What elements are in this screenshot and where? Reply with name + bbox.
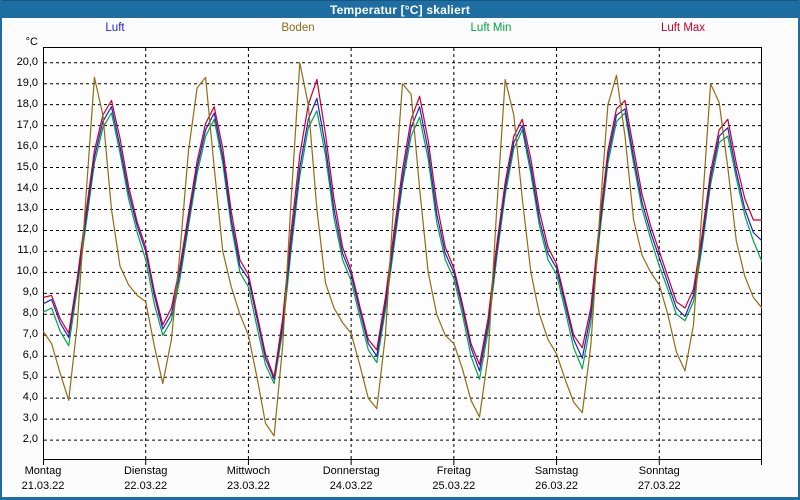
x-day-label: Samstag 26.03.22: [534, 465, 579, 492]
y-tick-label: 4,0: [22, 391, 38, 404]
plot-area: [43, 47, 762, 460]
y-tick-label: 7,0: [22, 328, 38, 341]
y-tick-label: 19,0: [16, 76, 38, 89]
legend-item-boden: Boden: [281, 22, 315, 34]
legend-item-luft: Luft: [105, 22, 125, 34]
series-line-luft: [43, 97, 762, 380]
series-line-luft-max: [43, 78, 762, 378]
x-day-label: Freitag 25.03.22: [432, 465, 476, 492]
series-line-boden: [43, 62, 762, 437]
y-tick-label: 3,0: [22, 412, 38, 425]
x-day-label: Donnerstag 24.03.22: [322, 465, 380, 492]
window-titlebar[interactable]: Temperatur [°C] skaliert: [2, 0, 798, 18]
window-title: Temperatur [°C] skaliert: [329, 2, 471, 17]
y-tick-label: 18,0: [16, 97, 38, 110]
x-day-label: Dienstag 22.03.22: [123, 465, 168, 492]
y-tick-label: 13,0: [16, 202, 38, 215]
y-tick-label: 17,0: [16, 118, 38, 131]
y-tick-label: 2,0: [22, 433, 38, 446]
y-tick-label: 14,0: [16, 181, 38, 194]
x-day-label: Sonntag 27.03.22: [637, 465, 681, 492]
y-tick-label: 5,0: [22, 370, 38, 383]
y-tick-label: 12,0: [16, 223, 38, 236]
y-tick-label: 8,0: [22, 307, 38, 320]
legend-item-luft-max: Luft Max: [660, 22, 706, 34]
y-tick-label: 16,0: [16, 139, 38, 152]
y-axis-unit: °C: [25, 36, 38, 48]
temperature-chart: [43, 47, 762, 465]
y-tick-label: 9,0: [22, 286, 38, 299]
y-tick-label: 11,0: [17, 244, 38, 257]
y-tick-label: 6,0: [22, 349, 38, 362]
x-day-label: Mittwoch 23.03.22: [226, 465, 271, 492]
x-day-label: Montag 21.03.22: [21, 465, 65, 492]
legend-item-luft-min: Luft Min: [470, 22, 512, 34]
y-tick-label: 10,0: [16, 265, 38, 278]
chart-legend: Luft Boden Luft Min Luft Max: [2, 22, 798, 38]
series-line-luft-min: [43, 110, 762, 385]
y-tick-label: 20,0: [16, 55, 38, 68]
y-tick-label: 15,0: [16, 160, 38, 173]
